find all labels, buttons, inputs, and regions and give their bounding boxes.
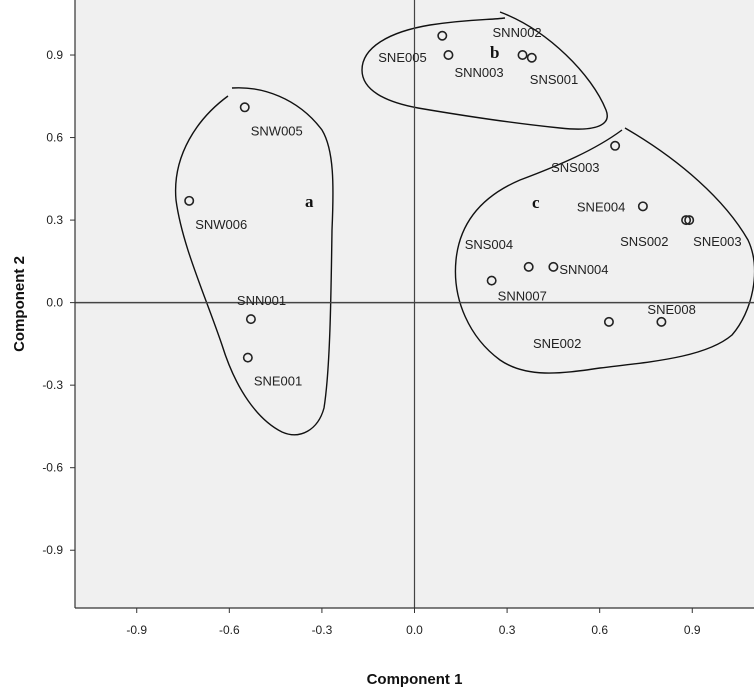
point-label: SNE002 xyxy=(533,336,581,351)
x-tick-label: -0.3 xyxy=(312,623,333,637)
point-label: SNN001 xyxy=(237,293,286,308)
y-tick-label: 0.3 xyxy=(46,213,63,227)
data-point xyxy=(656,316,667,327)
point-label: SNS003 xyxy=(551,160,599,175)
x-tick-label: 0.3 xyxy=(499,623,516,637)
x-tick-label: -0.9 xyxy=(126,623,147,637)
y-tick-label: 0.6 xyxy=(46,131,63,145)
cluster-outline-a xyxy=(174,87,334,436)
point-label: SNW005 xyxy=(251,123,303,138)
x-axis-title: Component 1 xyxy=(367,671,463,688)
y-tick-label: -0.6 xyxy=(42,461,63,475)
cluster-outlines xyxy=(174,11,754,436)
data-point xyxy=(239,102,250,113)
point-labels: SNW005 SNW006 SNN001 SNE001 SNE005 SNN002 SNN0… xyxy=(195,25,741,389)
point-label: SNS004 xyxy=(465,237,513,252)
data-point xyxy=(610,140,621,151)
data-points xyxy=(184,30,695,363)
data-point xyxy=(443,50,454,61)
data-point xyxy=(603,316,614,327)
data-point xyxy=(637,201,648,212)
y-tick-label: 0.0 xyxy=(46,296,63,310)
point-label: SNS001 xyxy=(530,72,578,87)
axis-ticks: -0.9 -0.6 -0.3 0.0 0.3 0.6 0.9 -0.9 -0.6 -0.3 0.0 0… xyxy=(42,0,754,637)
x-tick-label: 0.6 xyxy=(591,623,608,637)
cluster-letter-a: a xyxy=(305,192,314,211)
data-point xyxy=(517,50,528,61)
data-point xyxy=(486,275,497,286)
x-tick-label: 0.0 xyxy=(406,623,423,637)
data-point xyxy=(242,352,253,363)
data-point xyxy=(684,215,695,226)
data-point xyxy=(548,261,559,272)
point-label: SNE004 xyxy=(577,199,625,214)
y-axis-title: Component 2 xyxy=(11,256,28,352)
point-label: SNE008 xyxy=(647,302,695,317)
data-point xyxy=(526,52,537,63)
point-label: SNN003 xyxy=(454,65,503,80)
point-label: SNS002 xyxy=(620,234,668,249)
point-label: SNN004 xyxy=(559,262,608,277)
point-label: SNE003 xyxy=(693,234,741,249)
reference-lines xyxy=(75,0,754,608)
data-point xyxy=(184,195,195,206)
point-label: SNN007 xyxy=(498,289,547,304)
cluster-letter-c: c xyxy=(532,193,540,212)
y-tick-label: -0.9 xyxy=(42,543,63,557)
data-point xyxy=(681,215,692,226)
cluster-outline-b xyxy=(361,11,608,130)
point-label: SNE005 xyxy=(378,50,426,65)
point-label: SNW006 xyxy=(195,217,247,232)
y-tick-label: 0.9 xyxy=(46,48,63,62)
point-label: SNN002 xyxy=(493,25,542,40)
cluster-letters: a b c xyxy=(305,43,540,212)
cluster-outline-c xyxy=(454,127,754,374)
x-tick-label: -0.6 xyxy=(219,623,240,637)
point-label: SNE001 xyxy=(254,374,302,389)
data-point xyxy=(245,314,256,325)
cluster-letter-b: b xyxy=(490,43,499,62)
x-tick-label: 0.9 xyxy=(684,623,701,637)
data-point xyxy=(437,30,448,41)
y-tick-label: -0.3 xyxy=(42,378,63,392)
data-point xyxy=(523,261,534,272)
